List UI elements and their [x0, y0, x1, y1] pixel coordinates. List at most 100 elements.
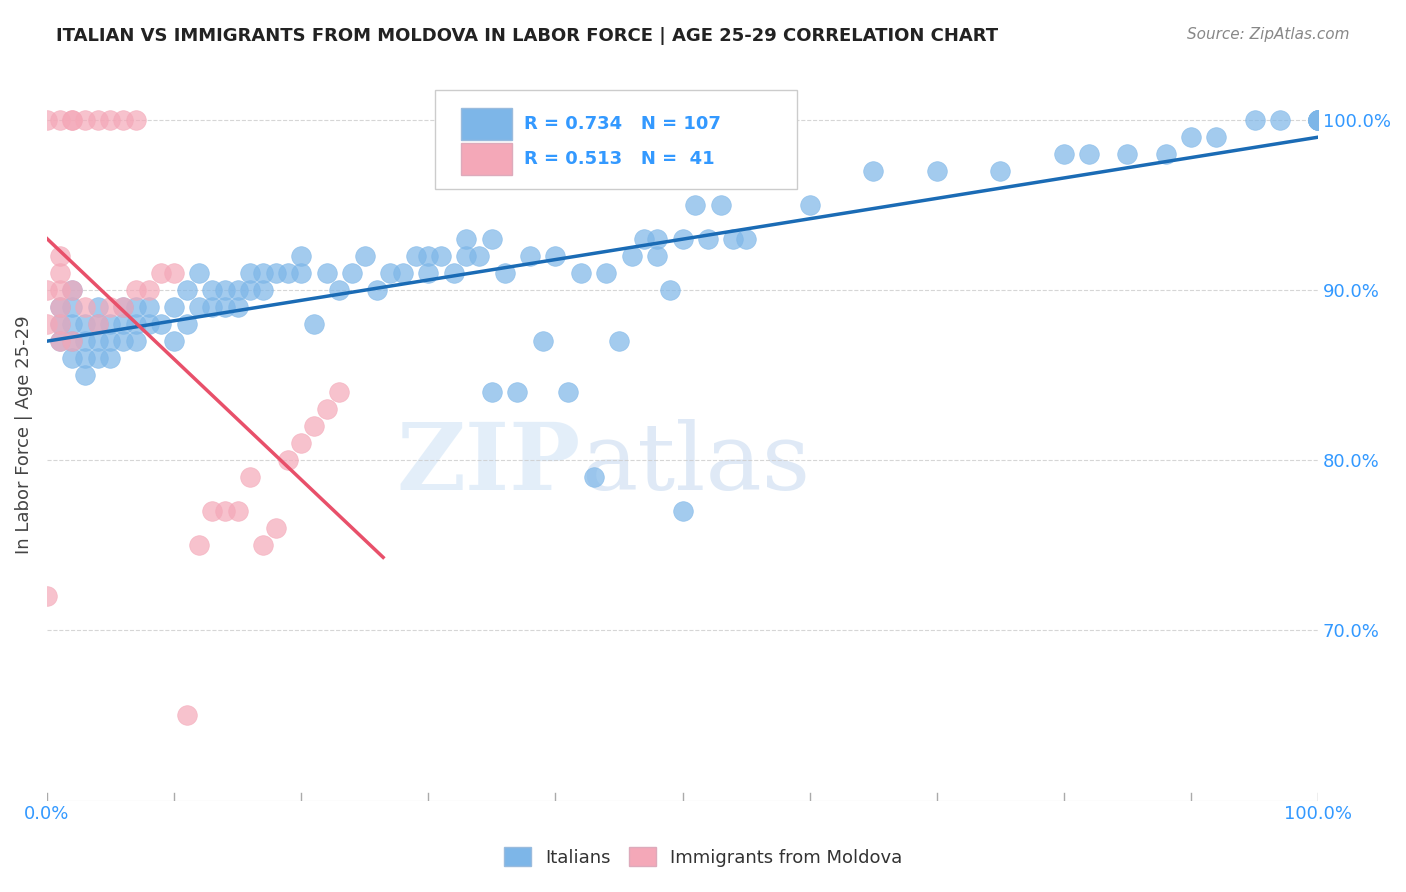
Point [418, 249, 440, 263]
Text: Source: ZipAtlas.com: Source: ZipAtlas.com [1187, 27, 1350, 42]
Point [595, 266, 617, 280]
Point [569, 266, 592, 280]
Point [239, 470, 262, 484]
Point [607, 334, 630, 348]
Point [48, 249, 70, 263]
Point [340, 266, 363, 280]
Point [163, 300, 186, 314]
Point [506, 384, 529, 399]
Point [214, 283, 236, 297]
Text: ITALIAN VS IMMIGRANTS FROM MOLDOVA IN LABOR FORCE | AGE 25-29 CORRELATION CHART: ITALIAN VS IMMIGRANTS FROM MOLDOVA IN LA… [56, 27, 998, 45]
Point [87, 300, 110, 314]
Point [87, 317, 110, 331]
Point [176, 317, 198, 331]
Point [112, 300, 135, 314]
Point [112, 334, 135, 348]
Point [60, 317, 83, 331]
Point [277, 453, 299, 467]
Point [290, 436, 312, 450]
Point [353, 249, 375, 263]
Point [1154, 146, 1177, 161]
Point [163, 266, 186, 280]
Point [468, 249, 491, 263]
Point [658, 283, 681, 297]
Point [201, 504, 224, 518]
Point [48, 317, 70, 331]
Point [582, 470, 605, 484]
Point [188, 300, 211, 314]
Point [48, 300, 70, 314]
Text: atlas: atlas [581, 419, 810, 508]
Point [73, 112, 96, 127]
Point [1308, 112, 1330, 127]
Point [392, 266, 415, 280]
Point [494, 266, 516, 280]
Point [150, 317, 173, 331]
Point [60, 283, 83, 297]
Point [87, 317, 110, 331]
Point [188, 538, 211, 552]
Point [252, 538, 274, 552]
Y-axis label: In Labor Force | Age 25-29: In Labor Force | Age 25-29 [15, 315, 32, 554]
Point [302, 317, 325, 331]
Point [125, 112, 148, 127]
Point [315, 402, 337, 417]
Point [519, 249, 541, 263]
FancyBboxPatch shape [461, 108, 512, 140]
Point [138, 317, 160, 331]
Point [252, 266, 274, 280]
Point [150, 266, 173, 280]
Point [1205, 129, 1227, 144]
Point [443, 266, 465, 280]
FancyBboxPatch shape [461, 144, 512, 176]
Point [201, 300, 224, 314]
Point [48, 283, 70, 297]
Point [723, 232, 745, 246]
Point [620, 249, 643, 263]
Point [73, 300, 96, 314]
Point [862, 163, 884, 178]
Point [48, 266, 70, 280]
Point [328, 283, 350, 297]
Legend: Italians, Immigrants from Moldova: Italians, Immigrants from Moldova [496, 840, 910, 874]
Point [138, 283, 160, 297]
Point [35, 112, 58, 127]
Point [176, 708, 198, 723]
Point [73, 351, 96, 365]
Point [125, 300, 148, 314]
Point [277, 266, 299, 280]
Point [683, 198, 706, 212]
Point [125, 317, 148, 331]
Point [481, 384, 503, 399]
Point [100, 317, 122, 331]
FancyBboxPatch shape [434, 90, 797, 189]
Point [697, 232, 720, 246]
Point [138, 300, 160, 314]
Point [226, 504, 249, 518]
Point [48, 334, 70, 348]
Point [1308, 112, 1330, 127]
Point [48, 300, 70, 314]
Point [481, 232, 503, 246]
Point [799, 198, 821, 212]
Point [1116, 146, 1139, 161]
Point [557, 384, 579, 399]
Point [671, 504, 693, 518]
Point [35, 590, 58, 604]
Point [645, 232, 668, 246]
Point [633, 232, 655, 246]
Point [1180, 129, 1202, 144]
Point [1243, 112, 1265, 127]
Point [112, 300, 135, 314]
Point [125, 334, 148, 348]
Point [48, 112, 70, 127]
Point [176, 283, 198, 297]
Point [264, 266, 287, 280]
Text: R = 0.513   N =  41: R = 0.513 N = 41 [523, 150, 714, 169]
Point [531, 334, 554, 348]
Point [214, 300, 236, 314]
Point [188, 266, 211, 280]
Point [48, 317, 70, 331]
Point [60, 351, 83, 365]
Point [87, 112, 110, 127]
